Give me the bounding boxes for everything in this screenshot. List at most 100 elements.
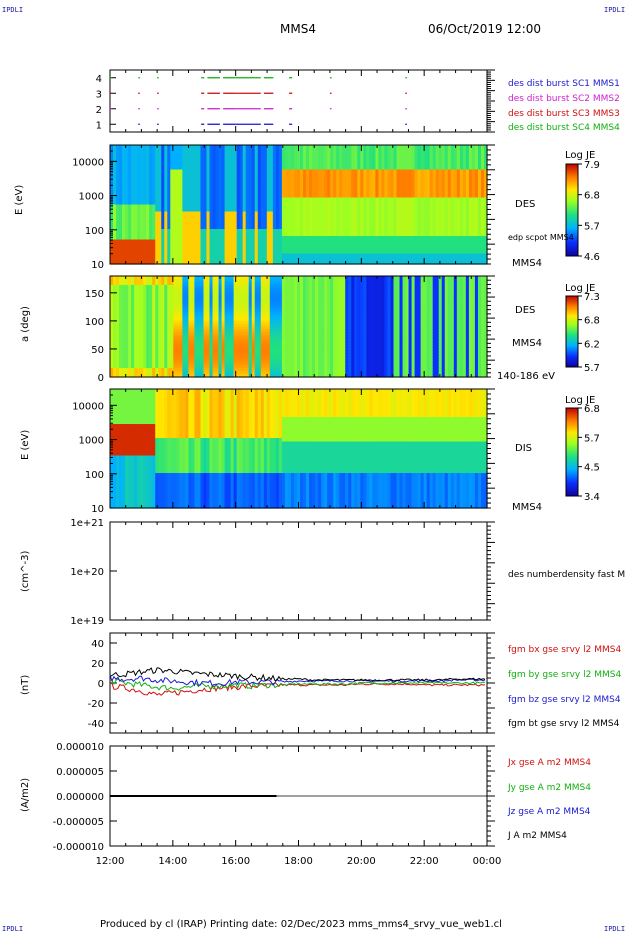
spectrogram-cell (185, 194, 190, 199)
spectrogram-cell (191, 215, 196, 220)
spectrogram-cell (423, 253, 428, 258)
spectrogram-cell (164, 218, 168, 223)
spectrogram-cell (393, 176, 398, 181)
spectrogram-cell (287, 243, 292, 248)
spectrogram-cell (143, 239, 147, 244)
spectrogram-cell (254, 243, 259, 248)
spectrogram-cell (333, 155, 337, 160)
spectrogram-cell (191, 218, 196, 223)
spectrogram-cell (441, 232, 446, 237)
spectrogram-cell (429, 155, 434, 160)
spectrogram-cell (284, 229, 289, 234)
spectrogram-cell (266, 232, 271, 237)
spectrogram-cell (345, 173, 349, 178)
spectrogram-cell (215, 215, 220, 220)
spectrogram-cell (309, 250, 313, 255)
spectrogram-cell (435, 159, 440, 164)
spectrogram-cell (393, 148, 398, 153)
spectrogram-cell (357, 166, 361, 171)
spectrogram-cell (245, 194, 250, 199)
spectrogram-cell (324, 260, 328, 265)
spectrogram-cell (158, 243, 162, 248)
spectrogram-cell (396, 183, 401, 188)
spectrogram-cell (203, 183, 208, 188)
spectrogram-cell (387, 225, 392, 230)
spectrogram-cell (360, 152, 364, 157)
spectrogram-cell (354, 218, 358, 223)
spectrogram-cell (357, 253, 361, 258)
spectrogram-cell (327, 250, 331, 255)
spectrogram-cell (303, 250, 307, 255)
spectrogram-cell (275, 155, 280, 160)
spectrogram-cell (197, 243, 202, 248)
spectrogram-cell (131, 155, 135, 160)
spectrogram-cell (209, 208, 214, 213)
spectrogram-cell (263, 243, 268, 248)
spectrogram-cell (218, 187, 223, 192)
spectrogram-cell (399, 229, 404, 234)
spectrogram-cell (290, 183, 295, 188)
spectrogram-cell (140, 145, 144, 150)
spectrogram-cell (236, 183, 241, 188)
spectrogram-cell (257, 204, 262, 209)
spectrogram-cell (375, 208, 380, 213)
spectrogram-cell (438, 176, 443, 181)
spectrogram-cell (393, 208, 398, 213)
spectrogram-cell (300, 159, 304, 164)
spectrogram-cell (182, 166, 186, 171)
spectrogram-cell (296, 243, 301, 248)
spectrogram-cell (182, 148, 186, 153)
spectrogram-cell (372, 253, 377, 258)
spectrogram-cell (155, 173, 159, 178)
spectrogram-cell (233, 152, 238, 157)
spectrogram-cell (306, 204, 310, 209)
spectrogram-cell (269, 187, 274, 192)
spectrogram-cell (363, 201, 367, 206)
spectrogram-cell (260, 197, 265, 202)
spectrogram-cell (300, 183, 304, 188)
spectrogram-cell (381, 201, 386, 206)
spectrogram-cell (206, 246, 211, 251)
spectrogram-cell (176, 225, 180, 230)
spectrogram-cell (309, 246, 313, 251)
spectrogram-cell (303, 246, 307, 251)
spectrogram-cell (315, 204, 319, 209)
spectrogram-cell (309, 232, 313, 237)
spectrogram-cell (167, 218, 171, 223)
spectrogram-cell (260, 176, 265, 181)
spectrogram-cell (411, 250, 416, 255)
spectrogram-cell (164, 169, 168, 174)
spectrogram-cell (191, 246, 196, 251)
spectrogram-cell (342, 145, 346, 150)
spectrogram-cell (143, 229, 147, 234)
spectrogram-cell (113, 246, 117, 251)
spectrogram-cell (281, 197, 286, 202)
spectrogram-cell (155, 243, 159, 248)
spectrogram-cell (155, 236, 159, 241)
spectrogram-cell (221, 173, 226, 178)
spectrogram-cell (149, 176, 153, 181)
spectrogram-cell (429, 169, 434, 174)
spectrogram-cell (372, 180, 377, 185)
spectrogram-cell (396, 211, 401, 216)
spectrogram-cell (438, 204, 443, 209)
spectrogram-cell (227, 190, 232, 195)
spectrogram-cell (281, 145, 286, 150)
spectrogram-cell (140, 250, 144, 255)
spectrogram-cell (396, 197, 401, 202)
spectrogram-cell (263, 148, 268, 153)
spectrogram-cell (348, 211, 352, 216)
spectrogram-cell (125, 236, 129, 241)
spectrogram-cell (396, 260, 401, 265)
spectrogram-cell (125, 250, 129, 255)
spectrogram-cell (113, 201, 117, 206)
spectrogram-cell (423, 145, 428, 150)
spectrogram-cell (266, 260, 271, 265)
spectrogram-cell (233, 246, 238, 251)
spectrogram-cell (191, 194, 196, 199)
spectrogram-cell (116, 243, 120, 248)
spectrogram-cell (218, 250, 223, 255)
spectrogram-cell (125, 152, 129, 157)
spectrogram-cell (342, 201, 346, 206)
spectrogram-cell (402, 218, 407, 223)
